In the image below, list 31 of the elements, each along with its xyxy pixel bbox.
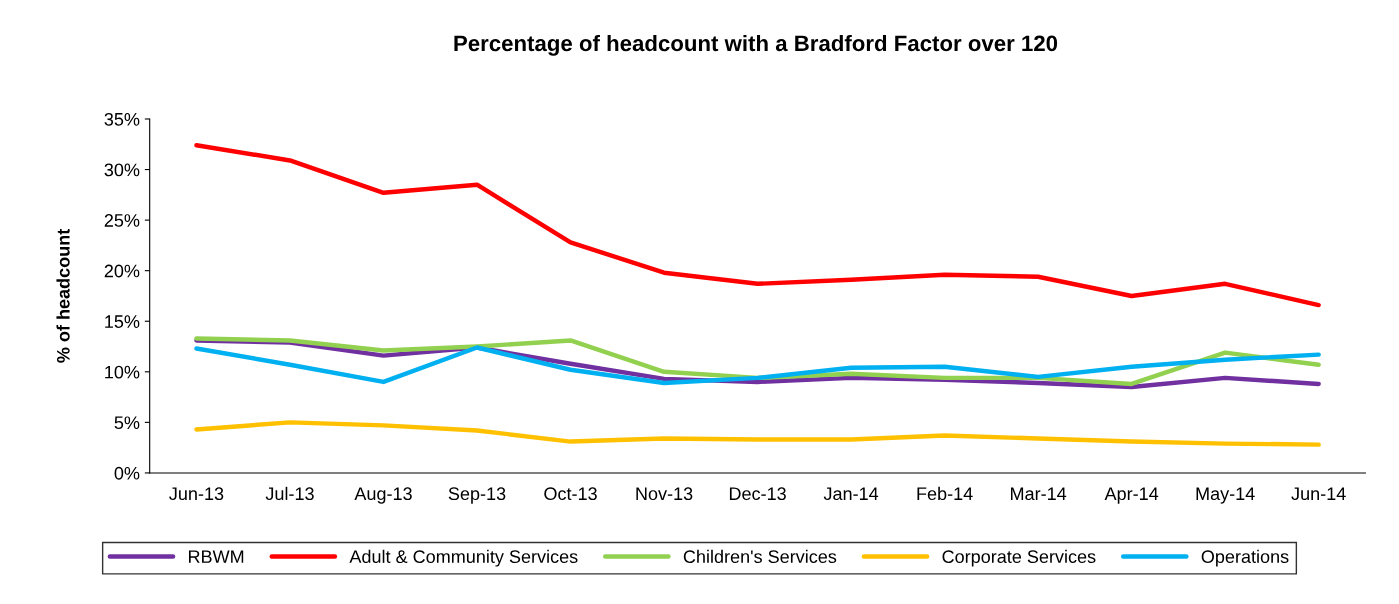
x-tick-label: Mar-14 [1011,487,1067,501]
line-series [194,143,1321,308]
x-tick-label: Jan-14 [823,487,879,501]
x-tick-label: Sep-13 [448,487,506,504]
x-tick-label: Aug-13 [354,487,412,504]
x-tick-label: May-14 [1196,487,1255,504]
legend-label: Corporate Services [942,549,1096,567]
x-tick-label: Jun-14 [1291,487,1346,501]
y-tick-label: 5% [114,416,140,430]
legend-label: Operations [1201,549,1289,567]
y-axis-title: % of headcount [56,228,70,363]
line-series [194,420,1321,447]
y-tick-label: 10% [105,365,140,379]
y-tick-label: 0% [114,466,140,480]
y-tick-label: 30% [104,163,140,177]
y-tick-label: 15% [105,315,140,328]
legend-label: RBWM [188,550,244,563]
x-tick-label: Jul-13 [265,486,314,501]
x-tick-label: Dec-13 [729,487,786,501]
x-tick-label: Feb-14 [917,486,973,501]
y-tick-label: 20% [104,264,140,278]
x-tick-label: Nov-13 [636,487,693,501]
legend-label: Adult & Community Services [349,549,578,567]
y-tick-label: 35% [104,112,140,126]
x-tick-label: Jun-13 [169,487,224,501]
chart-title: Percentage of headcount with a Bradford Factor over 120 [454,34,1058,56]
x-tick-label: Apr-14 [1104,487,1159,504]
line-series [194,345,1321,386]
y-tick-label: 25% [104,214,140,227]
legend-label: Children's Services [683,549,837,564]
x-tick-label: Oct-13 [544,487,597,501]
